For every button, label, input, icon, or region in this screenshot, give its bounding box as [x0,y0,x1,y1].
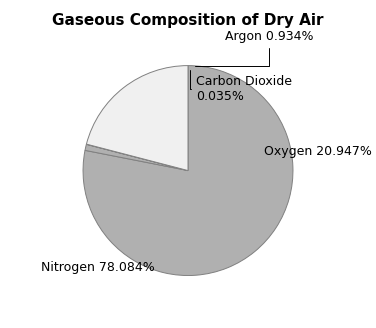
Text: Argon 0.934%: Argon 0.934% [195,30,313,66]
Text: Oxygen 20.947%: Oxygen 20.947% [264,145,371,158]
Wedge shape [86,144,188,171]
Wedge shape [85,144,188,171]
Wedge shape [83,66,293,276]
Title: Gaseous Composition of Dry Air: Gaseous Composition of Dry Air [52,13,324,29]
Text: Carbon Dioxide
0.035%: Carbon Dioxide 0.035% [190,71,293,103]
Text: Nitrogen 78.084%: Nitrogen 78.084% [41,261,155,274]
Wedge shape [86,66,188,171]
